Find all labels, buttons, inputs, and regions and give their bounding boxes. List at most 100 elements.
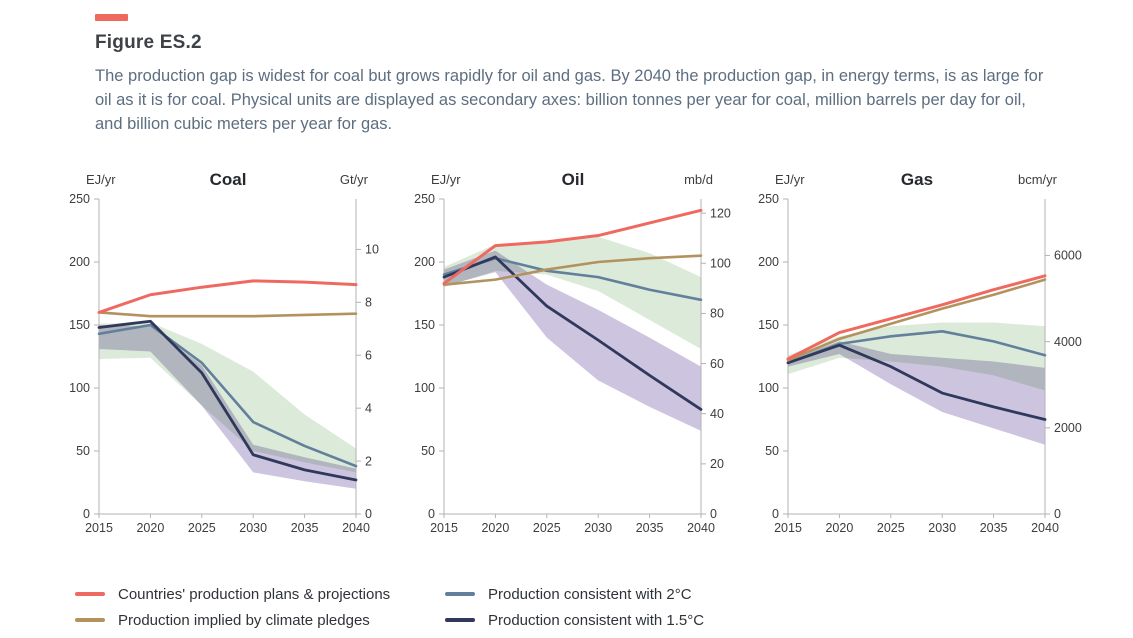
oil-left-tick-200: 200 bbox=[414, 255, 435, 269]
oil-left-tick-250: 250 bbox=[414, 192, 435, 206]
coal-right-tick-6: 6 bbox=[365, 348, 372, 362]
coal-line-2c bbox=[97, 323, 358, 468]
coal-band-15c-range bbox=[99, 325, 356, 489]
oil-right-tick-60: 60 bbox=[710, 357, 724, 371]
gas-x-tick-2035: 2035 bbox=[980, 521, 1008, 535]
gas-title: Gas bbox=[900, 170, 934, 189]
oil-chart-header: EJ/yr Oil mb/d bbox=[405, 170, 741, 192]
gas-left-tick-50: 50 bbox=[765, 444, 779, 458]
oil-left-tick-150: 150 bbox=[414, 318, 435, 332]
gas-line-plans bbox=[786, 274, 1047, 361]
coal-right-axis-unit: Gt/yr bbox=[339, 172, 368, 187]
coal-line-plans bbox=[97, 279, 358, 314]
gas-x-tick-2020: 2020 bbox=[825, 521, 853, 535]
gas-right-tick-0: 0 bbox=[1054, 507, 1061, 521]
gas-chart-header: EJ/yr Gas bcm/yr bbox=[749, 170, 1085, 192]
coal-right-tick-0: 0 bbox=[365, 507, 372, 521]
gas-left-tick-0: 0 bbox=[772, 507, 779, 521]
gas-band-15c-range bbox=[788, 341, 1045, 445]
gas-left-tick-250: 250 bbox=[758, 192, 779, 206]
coal-x-tick-2030: 2030 bbox=[239, 521, 267, 535]
legend-item-15c: Production consistent with 1.5°C bbox=[445, 612, 704, 629]
2c-line-swatch bbox=[445, 592, 475, 596]
coal-left-tick-200: 200 bbox=[69, 255, 90, 269]
oil-x-tick-2040: 2040 bbox=[687, 521, 715, 535]
gas-chart: EJ/yr Gas bcm/yr 0 50 100 150 200 250 0 2000 400… bbox=[749, 170, 1085, 562]
oil-right-axis-unit: mb/d bbox=[684, 172, 713, 187]
pledges-line-swatch bbox=[75, 618, 105, 622]
coal-left-tick-100: 100 bbox=[69, 381, 90, 395]
gas-left-tick-200: 200 bbox=[758, 255, 779, 269]
coal-right-tick-10: 10 bbox=[365, 243, 379, 257]
coal-x-tick-2035: 2035 bbox=[291, 521, 319, 535]
coal-left-tick-250: 250 bbox=[69, 192, 90, 206]
oil-line-15c bbox=[442, 255, 703, 411]
coal-line-15c bbox=[97, 319, 358, 482]
coal-line-pledges bbox=[97, 311, 358, 318]
plans-line-swatch bbox=[75, 592, 105, 596]
oil-x-tick-2020: 2020 bbox=[481, 521, 509, 535]
oil-right-tick-0: 0 bbox=[710, 507, 717, 521]
oil-line-plans bbox=[442, 208, 703, 285]
legend-label-2c: Production consistent with 2°C bbox=[488, 585, 692, 603]
coal-chart-header: EJ/yr Coal Gt/yr bbox=[60, 170, 396, 192]
legend-label-pledges: Production implied by climate pledges bbox=[118, 611, 370, 629]
oil-x-tick-2035: 2035 bbox=[636, 521, 664, 535]
oil-band-15c-range bbox=[444, 250, 701, 431]
legend-item-pledges: Production implied by climate pledges bbox=[75, 612, 445, 629]
coal-left-axis-unit: EJ/yr bbox=[86, 172, 116, 187]
15c-line-swatch bbox=[445, 618, 475, 622]
gas-right-tick-2000: 2000 bbox=[1054, 421, 1082, 435]
gas-left-tick-150: 150 bbox=[758, 318, 779, 332]
legend-label-plans: Countries' production plans & projection… bbox=[118, 585, 391, 603]
oil-right-tick-100: 100 bbox=[710, 256, 731, 270]
oil-line-pledges bbox=[442, 254, 703, 286]
figure-header: Figure ES.2 The production gap is widest… bbox=[95, 14, 1055, 136]
oil-x-tick-2025: 2025 bbox=[533, 521, 561, 535]
coal-x-tick-2025: 2025 bbox=[188, 521, 216, 535]
gas-x-tick-2025: 2025 bbox=[877, 521, 905, 535]
legend-item-2c: Production consistent with 2°C bbox=[445, 586, 704, 603]
gas-line-pledges bbox=[786, 278, 1047, 362]
gas-right-tick-4000: 4000 bbox=[1054, 335, 1082, 349]
gas-x-tick-2040: 2040 bbox=[1031, 521, 1059, 535]
coal-right-tick-2: 2 bbox=[365, 454, 372, 468]
oil-title: Oil bbox=[561, 170, 585, 189]
gas-x-tick-2030: 2030 bbox=[928, 521, 956, 535]
coal-title: Coal bbox=[209, 170, 247, 189]
coal-plot: 0 50 100 150 200 250 0 2 4 6 8 10 2015 2020 2025 2030 20… bbox=[69, 192, 379, 535]
legend-label-15c: Production consistent with 1.5°C bbox=[488, 611, 705, 629]
oil-x-tick-2015: 2015 bbox=[430, 521, 458, 535]
oil-right-tick-20: 20 bbox=[710, 457, 724, 471]
oil-chart: EJ/yr Oil mb/d 0 50 100 150 200 250 0 20 40 60 80 1… bbox=[405, 170, 741, 562]
coal-left-tick-150: 150 bbox=[69, 318, 90, 332]
gas-right-tick-6000: 6000 bbox=[1054, 249, 1082, 263]
coal-right-tick-4: 4 bbox=[365, 401, 372, 415]
gas-line-15c bbox=[786, 343, 1047, 421]
oil-left-tick-100: 100 bbox=[414, 381, 435, 395]
oil-right-tick-80: 80 bbox=[710, 307, 724, 321]
coal-x-tick-2020: 2020 bbox=[136, 521, 164, 535]
oil-right-tick-40: 40 bbox=[710, 407, 724, 421]
gas-right-axis-unit: bcm/yr bbox=[1018, 172, 1057, 187]
oil-x-tick-2030: 2030 bbox=[584, 521, 612, 535]
oil-left-tick-50: 50 bbox=[421, 444, 435, 458]
coal-left-tick-0: 0 bbox=[83, 507, 90, 521]
figure-title: Figure ES.2 bbox=[95, 32, 202, 53]
legend-item-plans: Countries' production plans & projection… bbox=[75, 586, 445, 603]
gas-left-axis-unit: EJ/yr bbox=[775, 172, 805, 187]
gas-plot: 0 50 100 150 200 250 0 2000 4000 6000 2015 2020 2025… bbox=[758, 192, 1082, 535]
gas-left-tick-100: 100 bbox=[758, 381, 779, 395]
coal-left-tick-50: 50 bbox=[76, 444, 90, 458]
oil-right-tick-120: 120 bbox=[710, 206, 731, 220]
coal-x-tick-2015: 2015 bbox=[85, 521, 113, 535]
accent-bar bbox=[95, 14, 128, 21]
chart-legend: Countries' production plans & projection… bbox=[75, 581, 704, 633]
coal-x-tick-2040: 2040 bbox=[342, 521, 370, 535]
figure-description: The production gap is widest for coal bu… bbox=[95, 67, 1044, 133]
coal-chart: EJ/yr Coal Gt/yr 0 50 100 150 200 250 0 2 4 6 8 10 2… bbox=[60, 170, 396, 562]
oil-left-tick-0: 0 bbox=[428, 507, 435, 521]
oil-left-axis-unit: EJ/yr bbox=[431, 172, 461, 187]
coal-right-tick-8: 8 bbox=[365, 296, 372, 310]
